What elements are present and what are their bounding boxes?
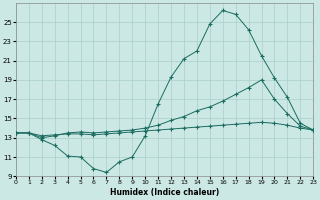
X-axis label: Humidex (Indice chaleur): Humidex (Indice chaleur) (110, 188, 219, 197)
